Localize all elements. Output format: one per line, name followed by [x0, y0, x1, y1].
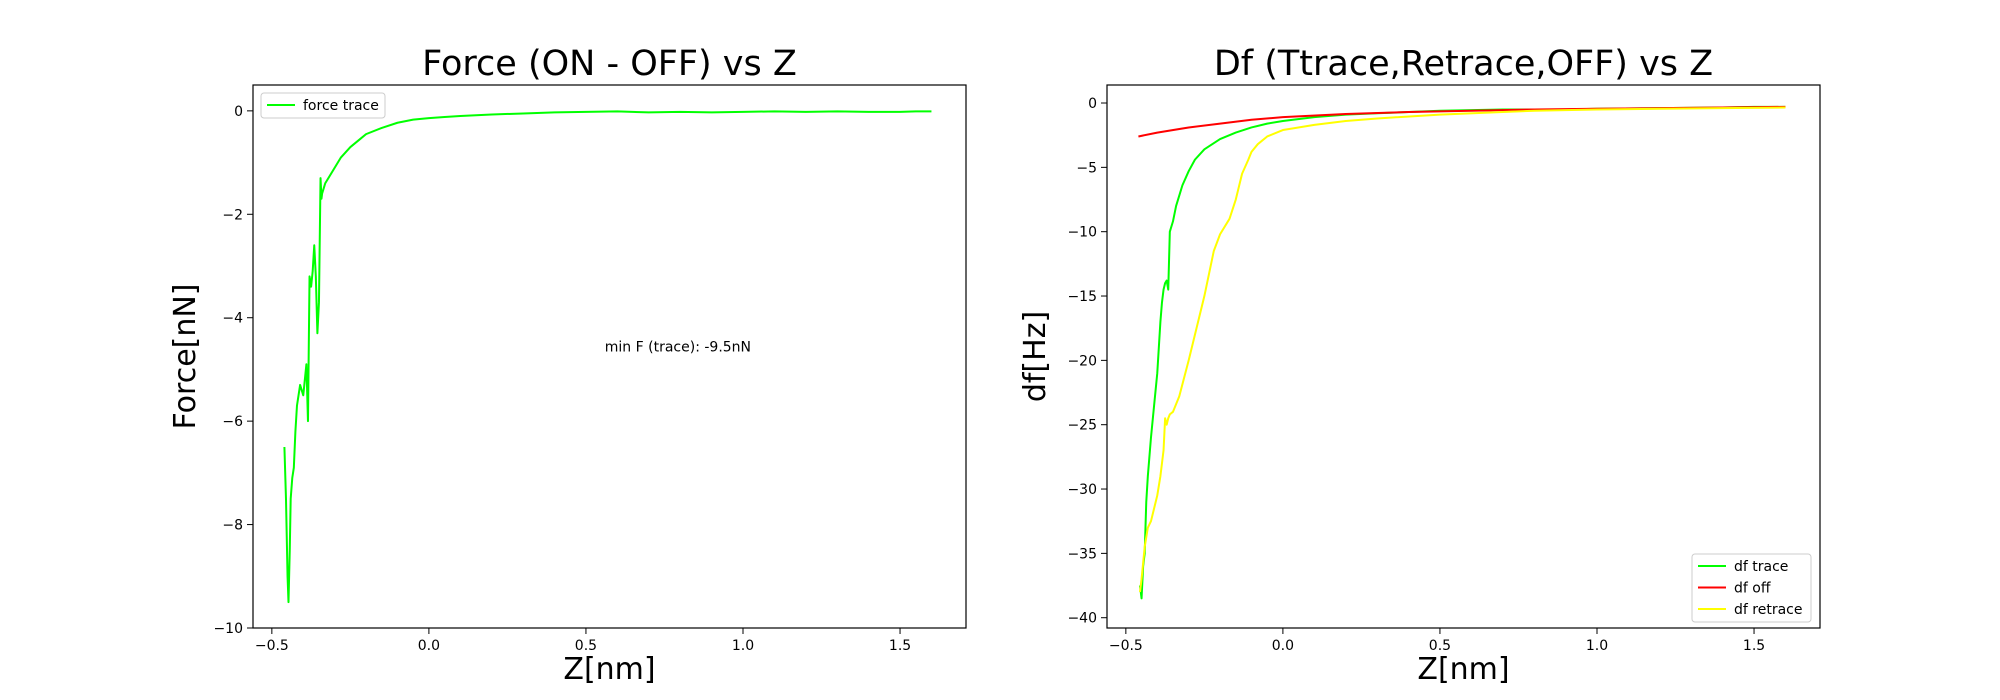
y-tick-label: −20 — [1067, 353, 1097, 369]
y-tick-label: −4 — [222, 311, 243, 327]
y-tick-label: −8 — [222, 518, 243, 534]
y-tick-label: −10 — [1067, 225, 1097, 241]
legend: df trace df off df retrace — [1691, 553, 1812, 623]
legend-label: force trace — [303, 98, 379, 114]
chart-2: Df (Ttrace,Retrace,OFF) vs Z −0.5 0.0 0.5 1.… — [1018, 44, 1821, 687]
series-line-1 — [283, 110, 932, 604]
y-tick-label: −2 — [222, 207, 243, 223]
x-tick-label: 1.0 — [732, 638, 754, 654]
legend-label: df off — [1734, 581, 1771, 597]
x-axis-label: Z[nm] — [1417, 652, 1509, 687]
chart-title: Force (ON - OFF) vs Z — [422, 44, 797, 84]
x-tick-label: 0.0 — [418, 638, 440, 654]
y-tick-label: −40 — [1067, 611, 1097, 627]
plot-frame — [1106, 84, 1821, 629]
y-axis-label: df[Hz] — [1018, 311, 1053, 402]
y-tick-label: −15 — [1067, 289, 1097, 305]
chart-title: Df (Ttrace,Retrace,OFF) vs Z — [1214, 44, 1713, 84]
x-tick-label: 0.0 — [1272, 638, 1294, 654]
y-tick-label: −35 — [1067, 546, 1097, 562]
y-axis-label: Force[nN] — [168, 283, 203, 429]
y-tick-label: −6 — [222, 414, 243, 430]
x-tick-label: 1.5 — [1743, 638, 1765, 654]
y-tick-label: 0 — [234, 104, 243, 120]
legend-label: df retrace — [1734, 602, 1802, 618]
x-tick-label: −0.5 — [1109, 638, 1143, 654]
x-axis-label: Z[nm] — [563, 652, 655, 687]
y-tick-label: −25 — [1067, 418, 1097, 434]
chart-1: Force (ON - OFF) vs Z −0.5 0.0 0.5 1.0 1.5 0 −2… — [168, 44, 967, 687]
x-tick-label: 0.5 — [1429, 638, 1451, 654]
x-tick-label: 1.5 — [889, 638, 911, 654]
x-tick-label: 0.5 — [575, 638, 597, 654]
legend-box — [1691, 553, 1812, 623]
x-tick-label: 1.0 — [1586, 638, 1608, 654]
x-tick-label: −0.5 — [255, 638, 289, 654]
annotation-text: min F (trace): -9.5nN — [605, 339, 751, 355]
y-tick-label: −5 — [1076, 160, 1097, 176]
y-tick-label: 0 — [1088, 96, 1097, 112]
y-tick-label: −30 — [1067, 482, 1097, 498]
legend-label: df trace — [1734, 559, 1788, 575]
series-line-1 — [1138, 105, 1786, 600]
y-tick-label: −10 — [213, 621, 243, 637]
series-line-3 — [1138, 106, 1786, 593]
legend-box — [260, 92, 386, 119]
plot-frame — [252, 84, 967, 629]
legend: force trace — [260, 92, 386, 119]
